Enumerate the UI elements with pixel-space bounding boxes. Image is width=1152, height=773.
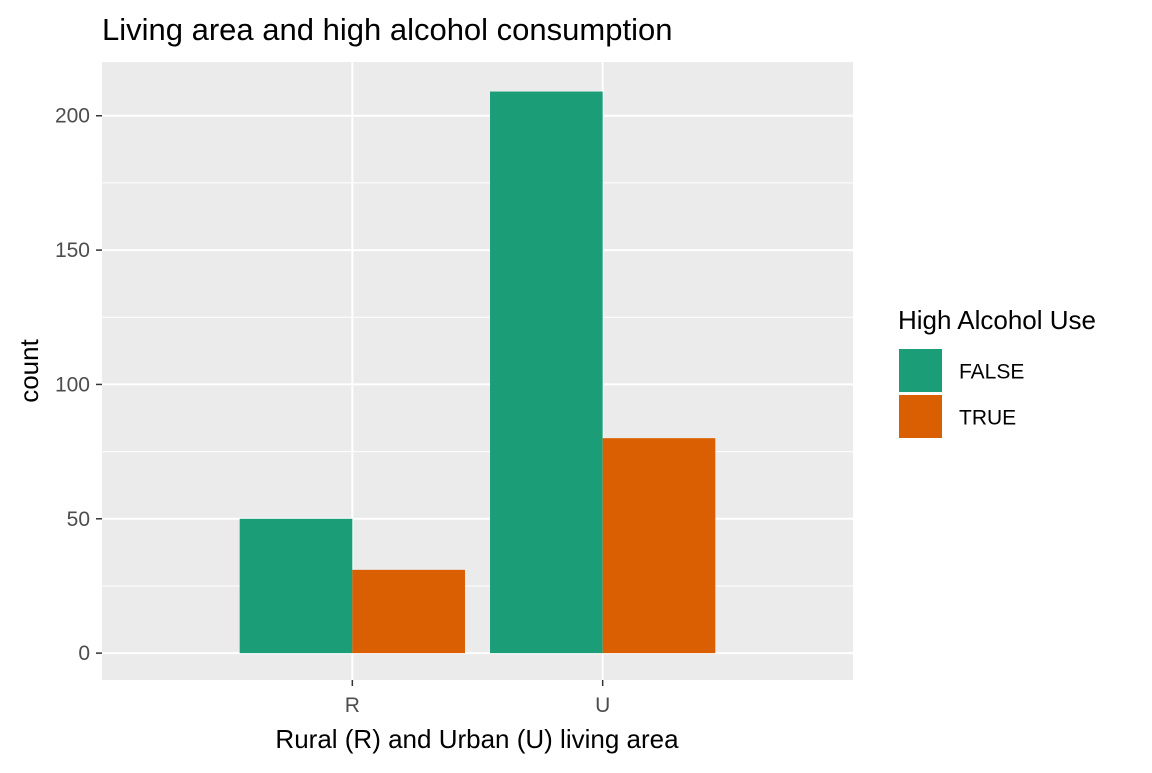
legend: High Alcohol Use FALSE TRUE	[898, 305, 1096, 438]
legend-title: High Alcohol Use	[898, 305, 1096, 335]
y-tick-label: 150	[55, 239, 90, 262]
legend-label-false: FALSE	[959, 361, 1024, 384]
x-tick-label: U	[595, 694, 610, 717]
y-tick-label: 200	[55, 105, 90, 128]
legend-swatch-false	[899, 349, 942, 392]
bar-U-TRUE	[602, 438, 716, 654]
x-tick-label: R	[345, 694, 360, 717]
y-tick-label: 100	[55, 373, 90, 396]
chart-title: Living area and high alcohol consumption	[102, 12, 672, 47]
x-axis-label: Rural (R) and Urban (U) living area	[275, 724, 679, 754]
bars-group	[239, 91, 716, 654]
y-axis-label: count	[14, 338, 44, 402]
plot-panel	[102, 62, 853, 680]
legend-items: FALSE TRUE	[899, 349, 1024, 438]
legend-swatch-true	[899, 395, 942, 438]
y-tick-label: 50	[67, 508, 90, 531]
bar-R-FALSE	[239, 518, 353, 654]
bar-R-TRUE	[352, 569, 465, 654]
y-tick-label: 0	[78, 642, 90, 665]
legend-label-true: TRUE	[959, 407, 1016, 430]
minor-grid-lines	[102, 182, 853, 587]
bar-U-FALSE	[490, 91, 603, 654]
y-axis: 0 50 100 150 200	[55, 105, 102, 665]
